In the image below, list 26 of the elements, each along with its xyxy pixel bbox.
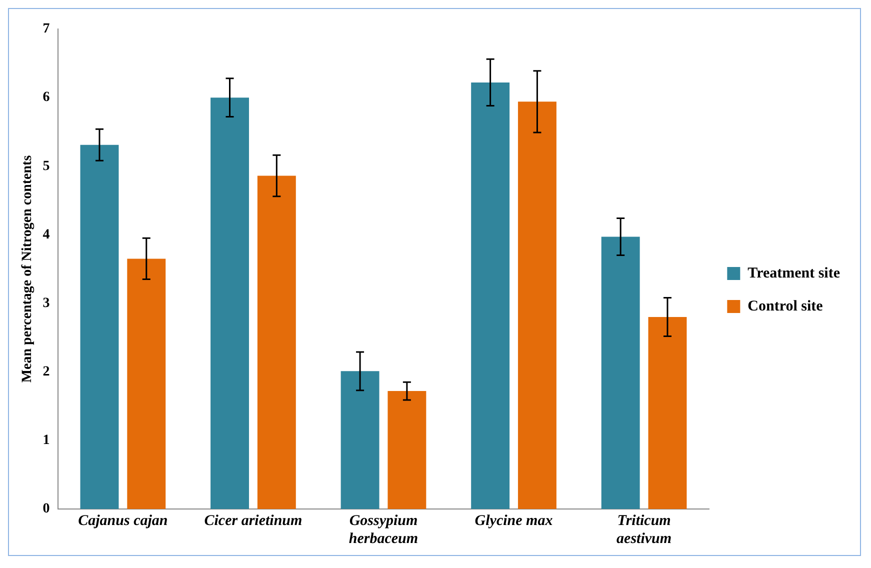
y-tick-label: 3 xyxy=(42,296,50,311)
bar xyxy=(80,144,119,509)
y-tick-label: 7 xyxy=(42,22,50,37)
x-tick-label: Cicer arietinum xyxy=(204,512,302,529)
bar xyxy=(210,98,249,509)
bar xyxy=(518,102,556,509)
bar xyxy=(601,236,640,509)
y-tick-label: 0 xyxy=(42,502,50,517)
legend-label: Treatment site xyxy=(748,265,840,282)
bar xyxy=(257,176,296,509)
legend-label: Control site xyxy=(748,298,824,314)
y-tick-label: 2 xyxy=(42,364,50,380)
bar xyxy=(388,391,426,509)
bar xyxy=(127,258,166,509)
y-tick-label: 5 xyxy=(42,158,50,174)
bar xyxy=(648,317,687,509)
x-tick-label: Cajanus cajan xyxy=(78,512,168,529)
y-axis-title: Mean percentage of Nitrogen contents xyxy=(20,154,36,383)
x-tick-label: Triticum aestivum xyxy=(616,512,672,547)
x-tick-label: Gossypium herbaceum xyxy=(348,512,418,547)
bar xyxy=(340,371,380,509)
y-tick-label: 6 xyxy=(42,90,50,106)
y-tick-label: 4 xyxy=(42,227,50,242)
bar xyxy=(471,82,510,509)
y-tick-label: 1 xyxy=(42,433,50,448)
x-tick-label: Glycine max xyxy=(474,512,554,529)
